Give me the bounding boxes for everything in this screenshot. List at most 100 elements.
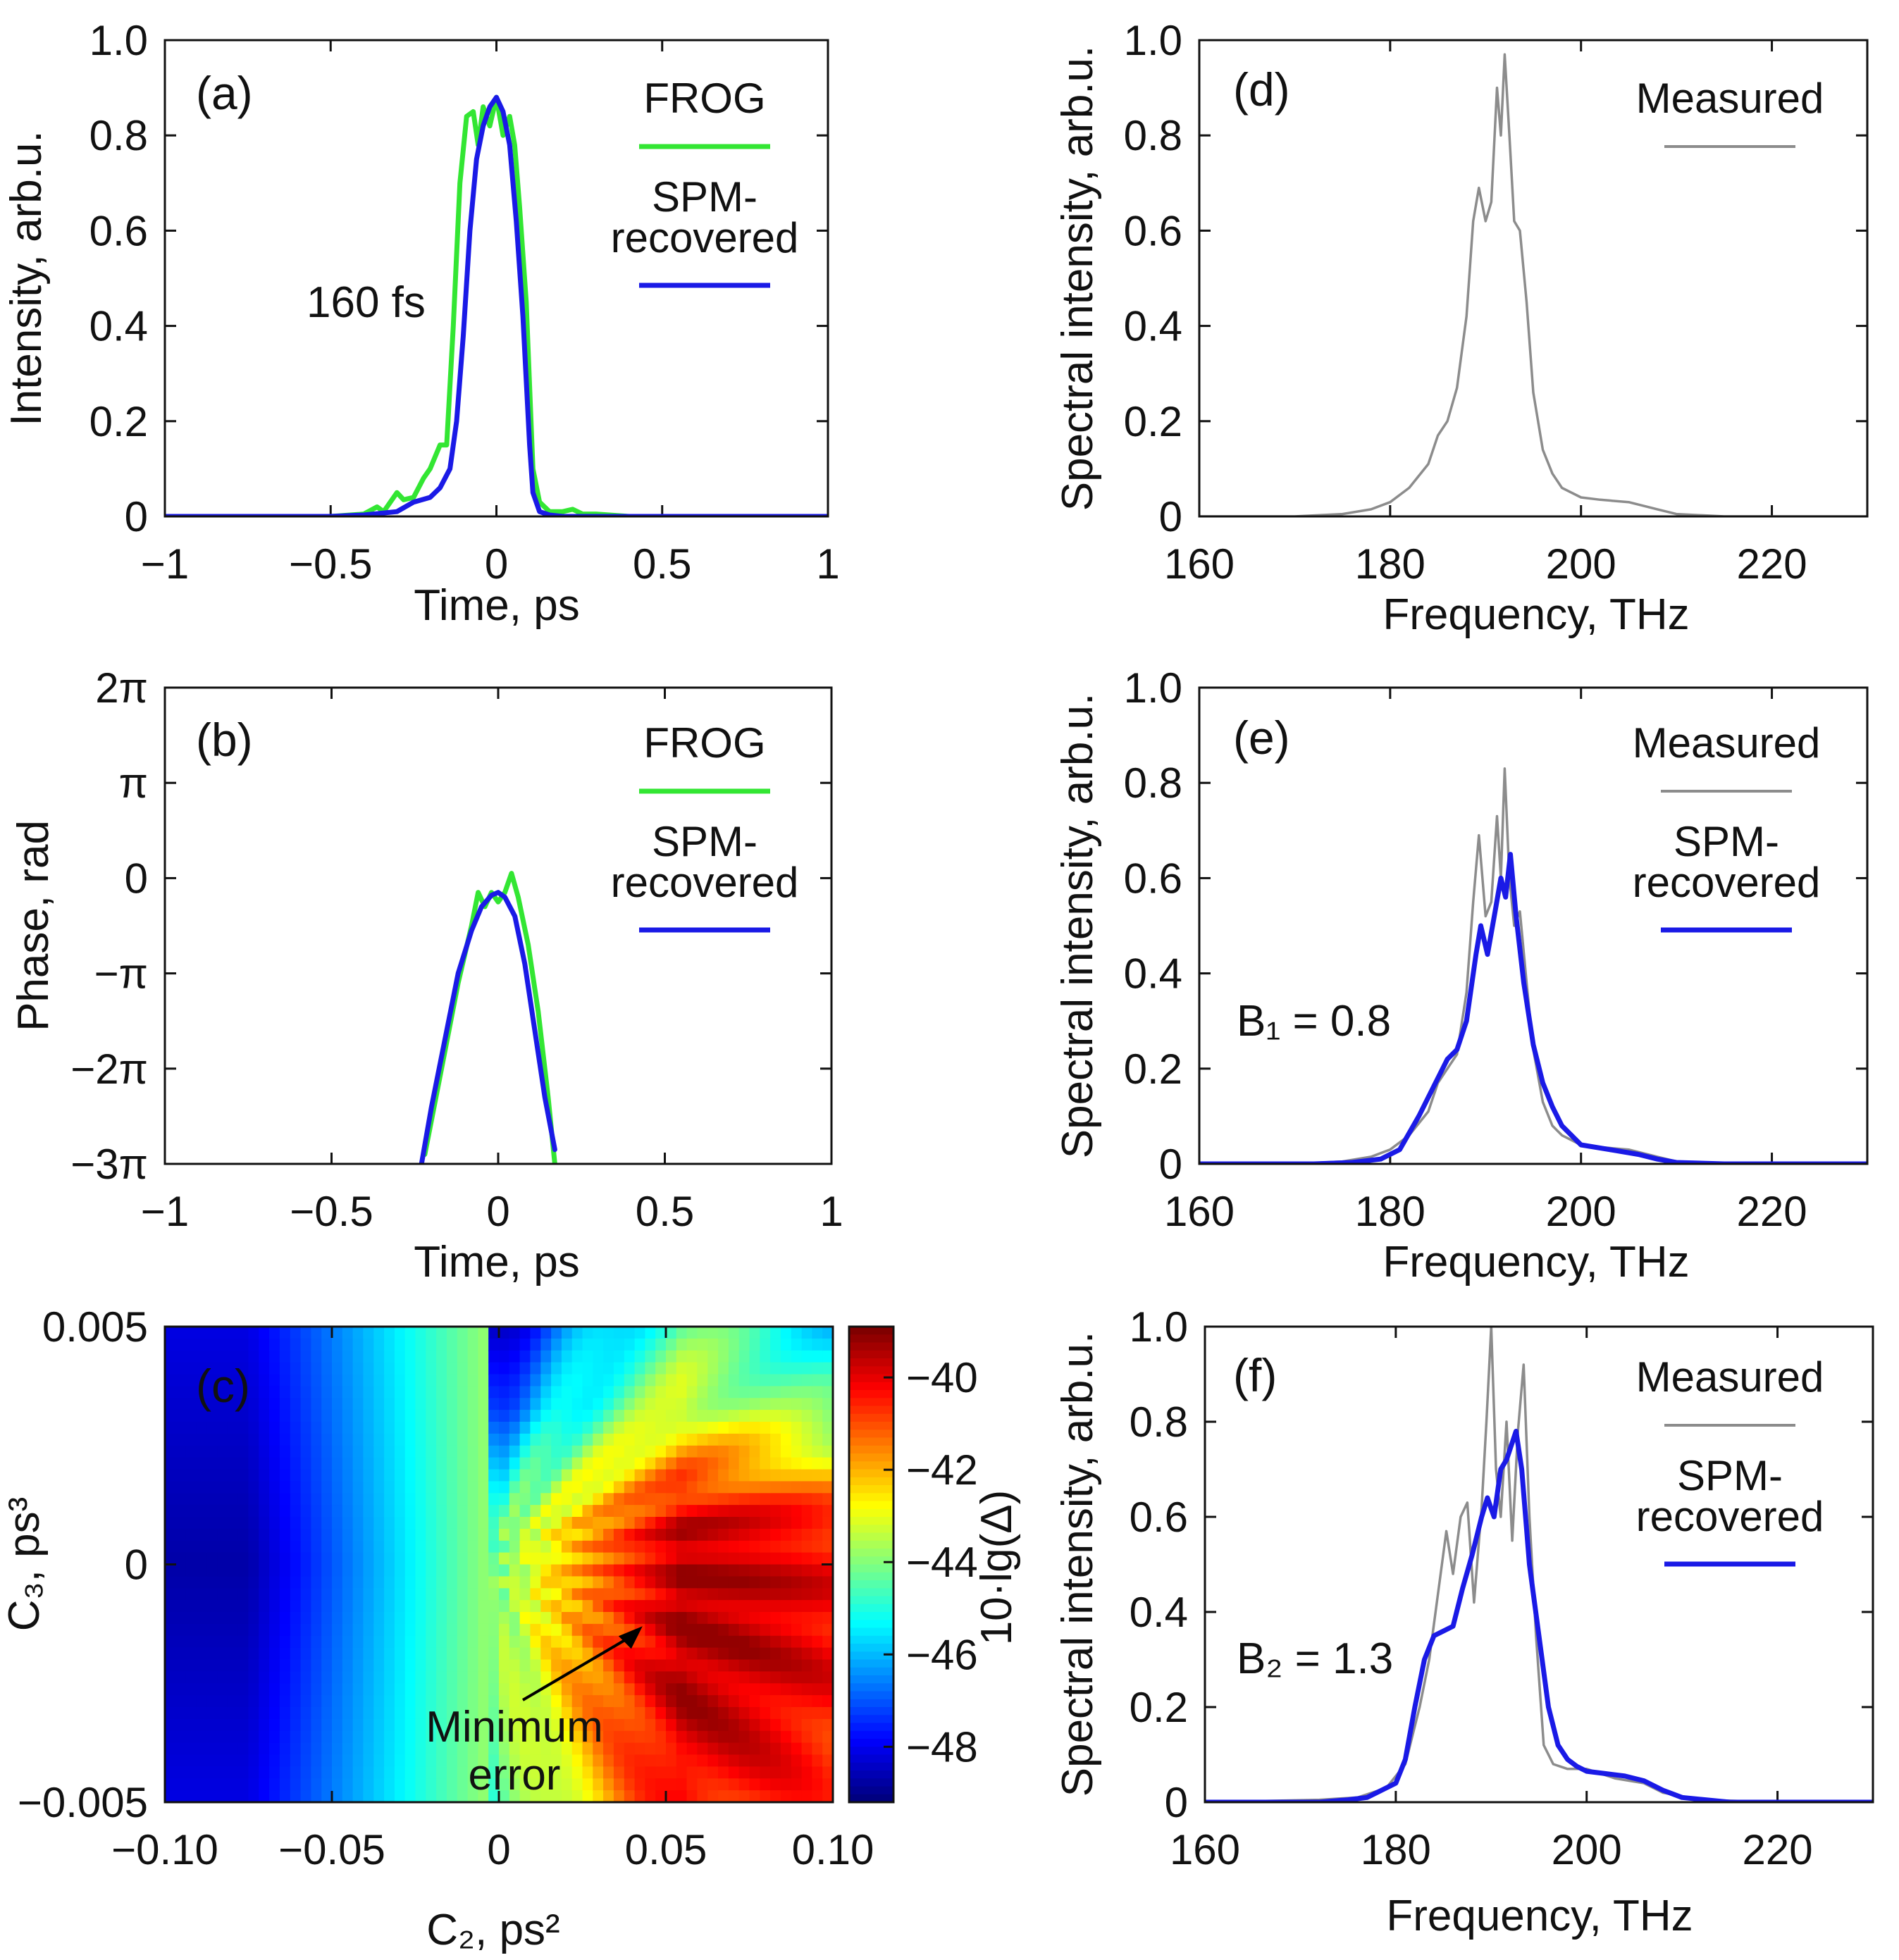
heatmap-cell [467, 1778, 479, 1791]
heatmap-cell [394, 1493, 406, 1506]
heatmap-cell [551, 1683, 562, 1696]
heatmap-cell [613, 1445, 625, 1458]
heatmap-cell [540, 1707, 552, 1720]
heatmap-cell [645, 1338, 656, 1351]
heatmap-cell [697, 1730, 708, 1744]
heatmap-cell [175, 1671, 187, 1685]
heatmap-cell [760, 1350, 771, 1363]
heatmap-cell [571, 1742, 583, 1756]
heatmap-cell [593, 1433, 604, 1446]
heatmap-cell [227, 1338, 239, 1351]
heatmap-cell [509, 1778, 521, 1791]
heatmap-cell [478, 1623, 489, 1637]
heatmap-cell [561, 1683, 573, 1696]
y-tick-label: 0.4 [89, 303, 148, 350]
heatmap-cell [822, 1350, 834, 1363]
heatmap-cell [165, 1410, 176, 1422]
heatmap-cell [436, 1647, 447, 1661]
heatmap-cell [540, 1730, 552, 1744]
heatmap-cell [645, 1433, 656, 1446]
heatmap-cell [540, 1410, 552, 1422]
heatmap-cell [217, 1647, 228, 1661]
heatmap-cell [175, 1730, 187, 1744]
heatmap-cell [363, 1422, 374, 1434]
y-tick-label: 0 [125, 493, 148, 540]
heatmap-cell [311, 1422, 322, 1434]
heatmap-cell [248, 1790, 260, 1803]
heatmap-cell [373, 1671, 385, 1685]
heatmap-cell [196, 1374, 207, 1387]
heatmap-cell [749, 1576, 761, 1589]
heatmap-cell [384, 1362, 395, 1375]
heatmap-cell [457, 1671, 469, 1685]
heatmap-cell [446, 1790, 458, 1803]
heatmap-cell [749, 1766, 761, 1780]
y-tick-label: 0.2 [1130, 1684, 1188, 1731]
y-tick-label: 0.6 [89, 207, 148, 254]
heatmap-cell [415, 1552, 427, 1565]
heatmap-cell [467, 1469, 479, 1482]
heatmap-cell [697, 1754, 708, 1768]
heatmap-cell [655, 1778, 667, 1791]
heatmap-cell [404, 1410, 416, 1422]
heatmap-cell [666, 1410, 677, 1422]
heatmap-cell [311, 1410, 322, 1422]
heatmap-cell [185, 1505, 197, 1518]
heatmap-cell [738, 1790, 750, 1803]
heatmap-cell [780, 1707, 792, 1720]
heatmap-cell [478, 1469, 489, 1482]
heatmap-cell [363, 1612, 374, 1625]
heatmap-cell [373, 1600, 385, 1613]
heatmap-cell [509, 1730, 521, 1744]
heatmap-cell [446, 1683, 458, 1696]
heatmap-cell [332, 1564, 343, 1577]
heatmap-cell [467, 1564, 479, 1577]
heatmap-cell [540, 1671, 552, 1685]
heatmap-cell [478, 1410, 489, 1422]
heatmap-cell [571, 1790, 583, 1803]
heatmap-cell [206, 1517, 218, 1530]
heatmap-cell [352, 1386, 364, 1399]
heatmap-cell [196, 1398, 207, 1410]
heatmap-cell [812, 1481, 823, 1494]
heatmap-cell [352, 1398, 364, 1410]
heatmap-cell [624, 1528, 636, 1542]
heatmap-cell [822, 1445, 834, 1458]
heatmap-cell [791, 1718, 803, 1732]
heatmap-cell [676, 1327, 688, 1339]
arrow-head [618, 1626, 643, 1649]
heatmap-cell [686, 1671, 698, 1685]
heatmap-cell [530, 1469, 541, 1482]
heatmap-cell [185, 1350, 197, 1363]
plot-frame [163, 39, 829, 518]
heatmap-cell [300, 1338, 312, 1351]
heatmap-cell [822, 1623, 834, 1637]
heatmap-cell [770, 1327, 781, 1339]
heatmap-cell [300, 1422, 312, 1434]
heatmap-cell [467, 1505, 479, 1518]
heatmap-cell [603, 1659, 614, 1673]
heatmap-cell [571, 1481, 583, 1494]
heatmap-cell [655, 1790, 667, 1803]
heatmap-cell [175, 1576, 187, 1589]
heatmap-cell [499, 1410, 510, 1422]
heatmap-cell [185, 1707, 197, 1720]
heatmap-cell [780, 1445, 792, 1458]
heatmap-cell [645, 1410, 656, 1422]
heatmap-cell [478, 1327, 489, 1339]
heatmap-cell [321, 1612, 333, 1625]
heatmap-cell [613, 1647, 625, 1661]
heatmap-cell [321, 1790, 333, 1803]
heatmap-cell [206, 1327, 218, 1339]
heatmap-cell [394, 1766, 406, 1780]
heatmap-cell [540, 1481, 552, 1494]
heatmap-cell [457, 1576, 469, 1589]
heatmap-cell [165, 1623, 176, 1637]
heatmap-cell [279, 1552, 291, 1565]
heatmap-cell [801, 1327, 813, 1339]
heatmap-cell [394, 1576, 406, 1589]
heatmap-cell [321, 1683, 333, 1696]
heatmap-cell [655, 1433, 667, 1446]
heatmap-cell [582, 1754, 594, 1768]
heatmap-cell [686, 1528, 698, 1542]
